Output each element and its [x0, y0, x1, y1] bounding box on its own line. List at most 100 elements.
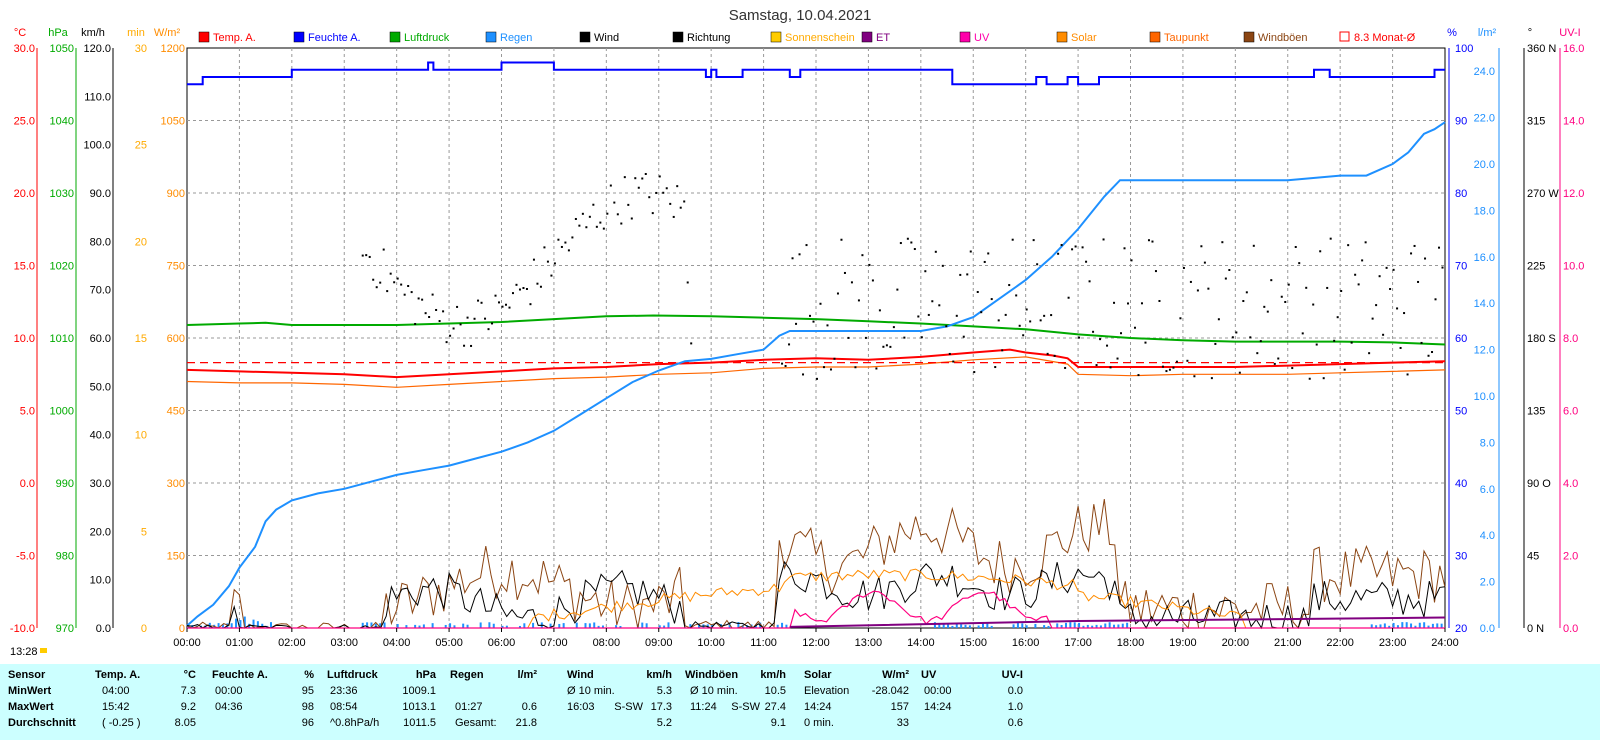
rain-bar: [1410, 623, 1413, 628]
axes: °C 30.0 25.0 20.0 15.0 10.0 5.0 0.0 -5.0 -10.0 hPa…: [10, 27, 1585, 635]
direction-dot: [368, 255, 371, 258]
x-tick-label: 10:00: [697, 637, 725, 649]
table-cell: 9.2: [180, 701, 196, 713]
weather-chart: Samstag, 10.04.2021 Temp. A. Feuchte A. Lu…: [10, 7, 1585, 658]
direction-dot: [927, 313, 930, 316]
rain-bar: [1392, 622, 1395, 628]
legend-item: Luftdruck: [389, 31, 450, 44]
direction-dot: [857, 299, 860, 302]
table-cell: 1009.1: [402, 685, 436, 697]
direction-dot: [1161, 365, 1164, 368]
axis-rain: l/m² 24.0 22.0 20.0 18.0 16.0 14.0 12.0 10.0 8.0 6…: [1474, 27, 1500, 635]
table-cell: °C: [183, 669, 196, 681]
axis-tick-label: 25: [135, 140, 147, 152]
axis-tick-label: 1020: [50, 261, 74, 273]
table-cell: 01:27: [455, 701, 483, 713]
direction-dot: [365, 254, 368, 257]
table-cell: Wind: [567, 669, 594, 681]
rain-bar: [942, 623, 945, 628]
rain-bar: [1060, 624, 1063, 628]
direction-dot: [847, 336, 850, 339]
direction-dot: [1382, 333, 1385, 336]
rain-bar: [1056, 623, 1059, 628]
direction-dot: [1434, 298, 1437, 301]
axis-tick-label: 1010: [50, 333, 74, 345]
direction-dot: [1221, 241, 1224, 244]
rain-bar: [1021, 623, 1024, 628]
direction-dot: [1004, 313, 1007, 316]
axis-tick-label: 70: [1455, 261, 1467, 273]
axis-direction: ° 360 N 315 270 W 225 180 S 135 90 O 45 0 N: [1523, 27, 1559, 635]
direction-dot: [498, 301, 501, 304]
rain-bar: [575, 622, 578, 628]
axis-tick-label: 6.0: [1480, 484, 1495, 496]
direction-dot: [1361, 259, 1364, 262]
direction-dot: [809, 314, 812, 317]
axis-tick-label: 10.0: [90, 575, 111, 587]
direction-dot: [1420, 341, 1423, 344]
direction-dot: [840, 238, 843, 241]
rain-bar: [1126, 622, 1129, 628]
direction-dot: [386, 290, 389, 293]
direction-dot: [938, 304, 941, 307]
direction-dot: [417, 297, 420, 300]
rain-bar: [549, 623, 552, 628]
rain-bar: [449, 623, 452, 628]
direction-dot: [892, 326, 895, 329]
axis-unit: km/h: [81, 27, 105, 39]
direction-dot: [449, 334, 452, 337]
x-tick-label: 00:00: [173, 637, 201, 649]
legend-swatch: [1056, 31, 1068, 43]
direction-dot: [1392, 268, 1395, 271]
legend-label: Wind: [594, 32, 619, 44]
axis-tick-label: 0.0: [96, 623, 111, 635]
direction-dot: [1249, 336, 1252, 339]
direction-dot: [1336, 316, 1339, 319]
rain-bar: [261, 623, 264, 628]
direction-dot: [1025, 308, 1028, 311]
legend-swatch: [672, 31, 684, 43]
axis-tick-label: 30.0: [90, 478, 111, 490]
direction-dot: [372, 278, 375, 281]
direction-dot: [955, 314, 958, 317]
direction-dot: [973, 371, 976, 374]
direction-dot: [613, 201, 616, 204]
axis-wind: km/h 120.0 110.0 100.0 90.0 80.0 70.0 60.0 50.0 4…: [81, 27, 114, 635]
axis-tick-label: 10.0: [1563, 261, 1584, 273]
direction-dot: [623, 176, 626, 179]
axis-tick-label: 14.0: [1563, 116, 1584, 128]
direction-dot: [802, 373, 805, 376]
rain-bar: [1043, 625, 1046, 628]
direction-dot: [567, 249, 570, 252]
axis-tick-label: 5: [141, 526, 147, 538]
rain-bar: [492, 623, 495, 628]
legend-label: Taupunkt: [1164, 32, 1209, 44]
direction-dot: [634, 177, 637, 180]
axis-tick-label: 0.0: [20, 478, 35, 490]
direction-dot: [407, 285, 410, 288]
direction-dot: [1067, 296, 1070, 299]
legend-swatch: [959, 31, 971, 43]
table-cell: 9.1: [770, 717, 786, 729]
rain-bar: [1091, 625, 1094, 628]
direction-dot: [861, 254, 864, 257]
direction-dot: [1102, 238, 1105, 241]
direction-dot: [1256, 352, 1259, 355]
direction-dot: [864, 336, 867, 339]
direction-dot: [1071, 248, 1074, 251]
rain-bar: [1078, 622, 1081, 628]
direction-dot: [557, 238, 560, 241]
table-cell: 16:03: [567, 701, 595, 713]
direction-dot: [431, 293, 434, 296]
axis-tick-label: 10.0: [14, 333, 35, 345]
direction-dot: [1196, 289, 1199, 292]
table-cell: 5.3: [656, 685, 672, 697]
legend-swatch: [770, 31, 782, 43]
rain-bar: [532, 622, 535, 628]
rain-bar: [379, 623, 382, 628]
direction-dot: [511, 292, 514, 295]
direction-dot: [1022, 334, 1025, 337]
direction-dot: [581, 212, 584, 215]
rain-bar: [414, 624, 417, 628]
direction-dot: [1357, 283, 1360, 286]
